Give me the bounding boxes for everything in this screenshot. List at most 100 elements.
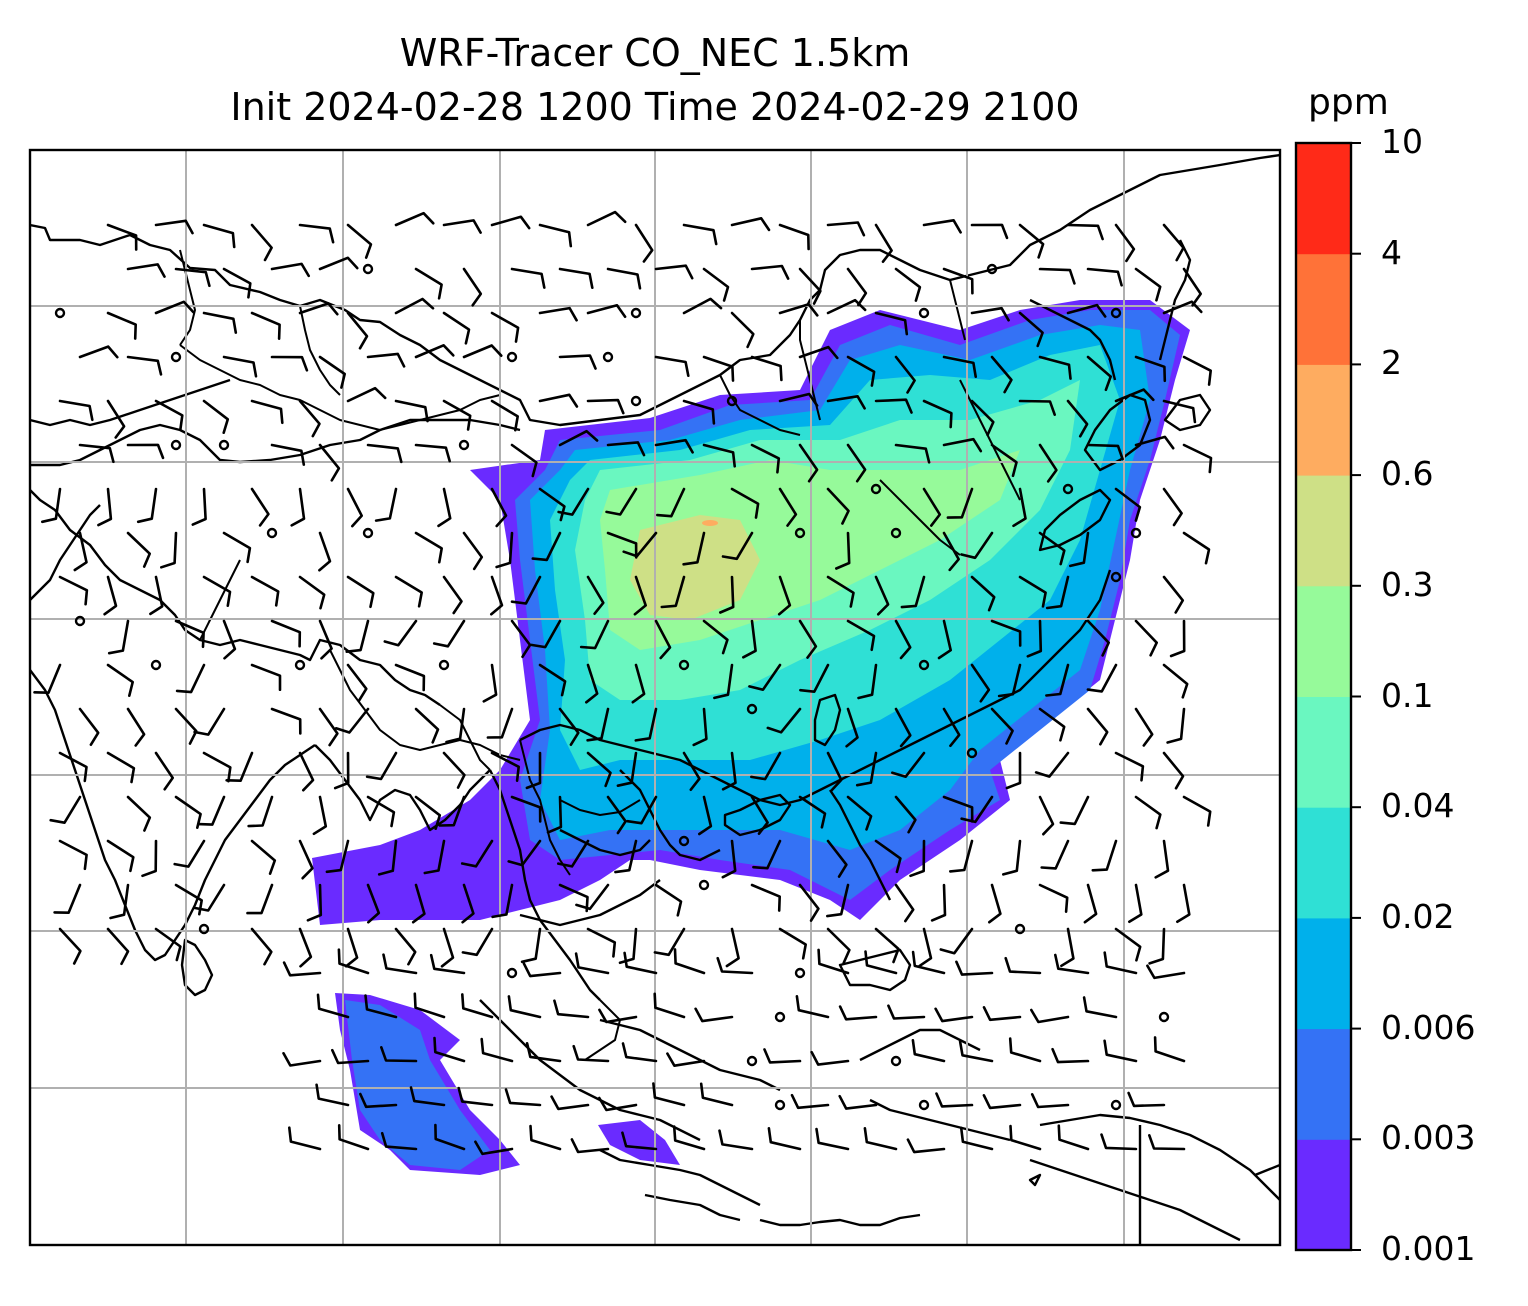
wind-barb [586,304,627,318]
wind-barb [672,1125,706,1151]
wind-barb [136,487,158,524]
wind-barb [344,927,359,968]
wind-barb [41,487,62,524]
wind-barb [891,751,926,778]
wind-barb [202,223,236,249]
wind-barb [939,927,974,955]
wind-barb [366,443,403,464]
wind-barb [826,221,866,237]
wind-barb [53,883,82,914]
wind-barb [826,487,850,525]
wind-barb [618,927,638,965]
wind-barb [270,707,302,735]
calm-wind-marker [294,659,306,671]
wind-barb [990,355,1013,394]
calm-wind-marker [986,263,998,275]
wind-barb [154,219,194,235]
wind-barb [778,392,819,407]
wind-barb [504,1088,542,1107]
wind-barb [154,927,182,962]
wind-barb [507,995,542,1019]
wind-barb [298,302,339,316]
wind-barb [810,1050,850,1066]
wind-barb [414,267,443,300]
map-frame [28,148,1282,1247]
wind-barb [730,311,755,349]
wind-barb [202,751,232,783]
wind-barb [1169,619,1186,658]
wind-barb [682,399,716,425]
wind-barb [922,219,962,234]
wind-barb [1018,223,1045,259]
wind-barb [579,619,610,650]
wind-barb [366,795,396,828]
wind-barb [1038,883,1069,913]
wind-barb [1030,1008,1070,1024]
wind-barb [1002,839,1022,876]
wind-barb [394,927,417,966]
wind-barb [855,751,878,787]
wind-barb [126,263,166,278]
wind-barb [997,663,1022,698]
wind-barb [250,575,280,607]
wind-barb [698,795,713,836]
calm-wind-marker [746,1055,758,1067]
wind-barb [1082,996,1118,1019]
wind-barb [586,398,625,415]
wind-barb [1034,751,1070,778]
wind-barb [318,256,359,271]
wind-barb [557,487,590,516]
wind-barb [222,355,258,378]
wind-barb [558,707,580,746]
wind-barb [631,663,646,704]
wind-barb [702,443,736,468]
wind-barb [799,663,830,693]
wind-barb [586,707,610,742]
wind-barb [197,795,226,826]
wind-barb [815,1127,850,1151]
wind-barb [365,751,398,781]
calm-wind-marker [678,835,690,847]
wind-barb [270,443,306,466]
wind-barb [682,531,706,566]
wind-barb [606,531,638,559]
wind-barb [250,839,277,875]
colorbar-segment [1296,696,1351,808]
calm-wind-marker [1062,483,1074,495]
wind-barb [202,575,232,607]
wind-barb [716,956,754,975]
wind-barb [364,994,398,1019]
wind-barb [702,355,735,382]
wind-barb [682,751,701,791]
wind-barb [864,950,898,975]
wind-barb [1162,575,1185,614]
wind-barb [106,839,135,873]
colorbar-tick-label: 0.003 [1381,1118,1476,1158]
wind-barb [380,1046,418,1063]
wind-barb [1060,927,1075,968]
wind-barb [767,1127,802,1151]
wind-barb [222,619,237,660]
wind-barb [337,948,370,975]
wind-barb [490,487,508,528]
wind-barb [1134,267,1162,302]
wind-barb [442,311,471,345]
wind-barb [666,1052,706,1067]
wind-barb [174,267,211,288]
wind-barb [790,1093,830,1110]
wind-barb [1018,399,1056,416]
wind-barb [222,531,252,564]
wind-barb [1114,927,1142,962]
wind-barb [570,1138,610,1154]
colorbar-segment [1296,585,1351,697]
wind-barb [250,399,284,425]
wind-barb [874,223,893,263]
wind-barb [1038,707,1066,742]
wind-barb [606,795,627,835]
wind-barb [331,1048,370,1065]
wind-barb [960,795,994,824]
wind-barb [437,487,452,528]
wind-barb [1004,956,1042,975]
calm-wind-marker [890,1055,902,1067]
wind-barb [702,267,730,302]
